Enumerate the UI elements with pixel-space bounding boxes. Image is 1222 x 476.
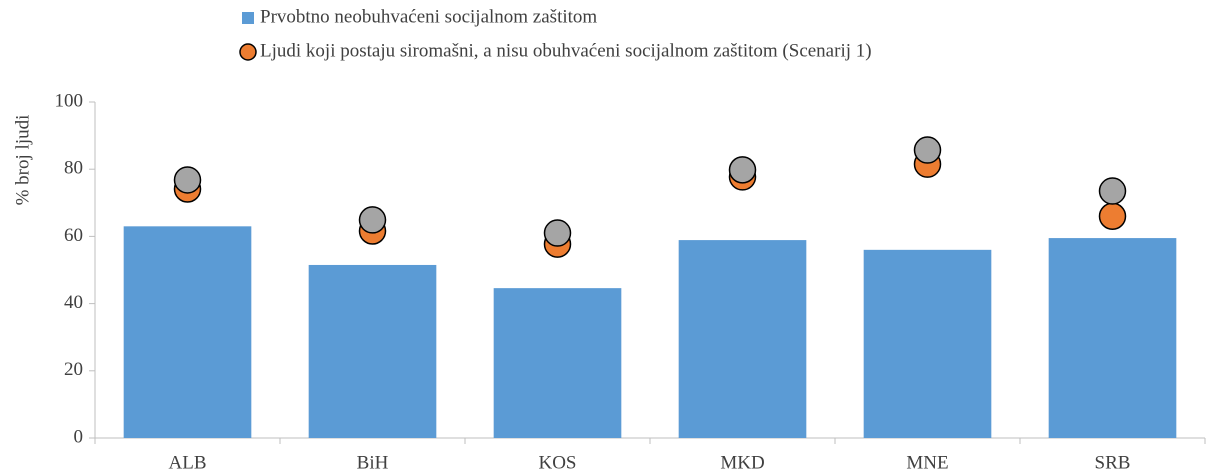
y-tick-label: 20: [64, 359, 83, 380]
legend-swatch: [239, 43, 257, 61]
x-tick-label: BiH: [357, 452, 389, 473]
bar: [308, 264, 437, 438]
x-tick-label: KOS: [538, 452, 576, 473]
y-tick-label: 80: [64, 158, 83, 179]
dot: [358, 206, 387, 234]
legend-label: Ljudi koji postaju siromašni, a nisu obu…: [260, 40, 872, 61]
y-tick-label: 0: [74, 426, 84, 447]
bar: [1048, 238, 1177, 438]
x-tick-label: MKD: [720, 452, 764, 473]
y-tick-label: 60: [64, 225, 83, 246]
dot: [728, 156, 757, 184]
x-tick-label: ALB: [169, 452, 207, 473]
dot: [173, 166, 202, 194]
y-tick-label: 40: [64, 292, 83, 313]
legend-label: Prvobtno neobuhvaćeni socijalnom zaštito…: [260, 6, 597, 27]
y-tick-label: 100: [55, 90, 84, 111]
legend-swatch: [242, 12, 254, 24]
dot: [1098, 177, 1127, 205]
dot: [543, 219, 572, 247]
y-axis-label: % broj ljudi: [12, 115, 33, 206]
bar: [123, 226, 252, 438]
x-tick-label: SRB: [1095, 452, 1131, 473]
bar: [493, 288, 622, 438]
x-tick-label: MNE: [906, 452, 948, 473]
bar: [863, 249, 992, 438]
bar: [678, 240, 807, 438]
dot: [1098, 202, 1127, 230]
dot: [913, 136, 942, 164]
